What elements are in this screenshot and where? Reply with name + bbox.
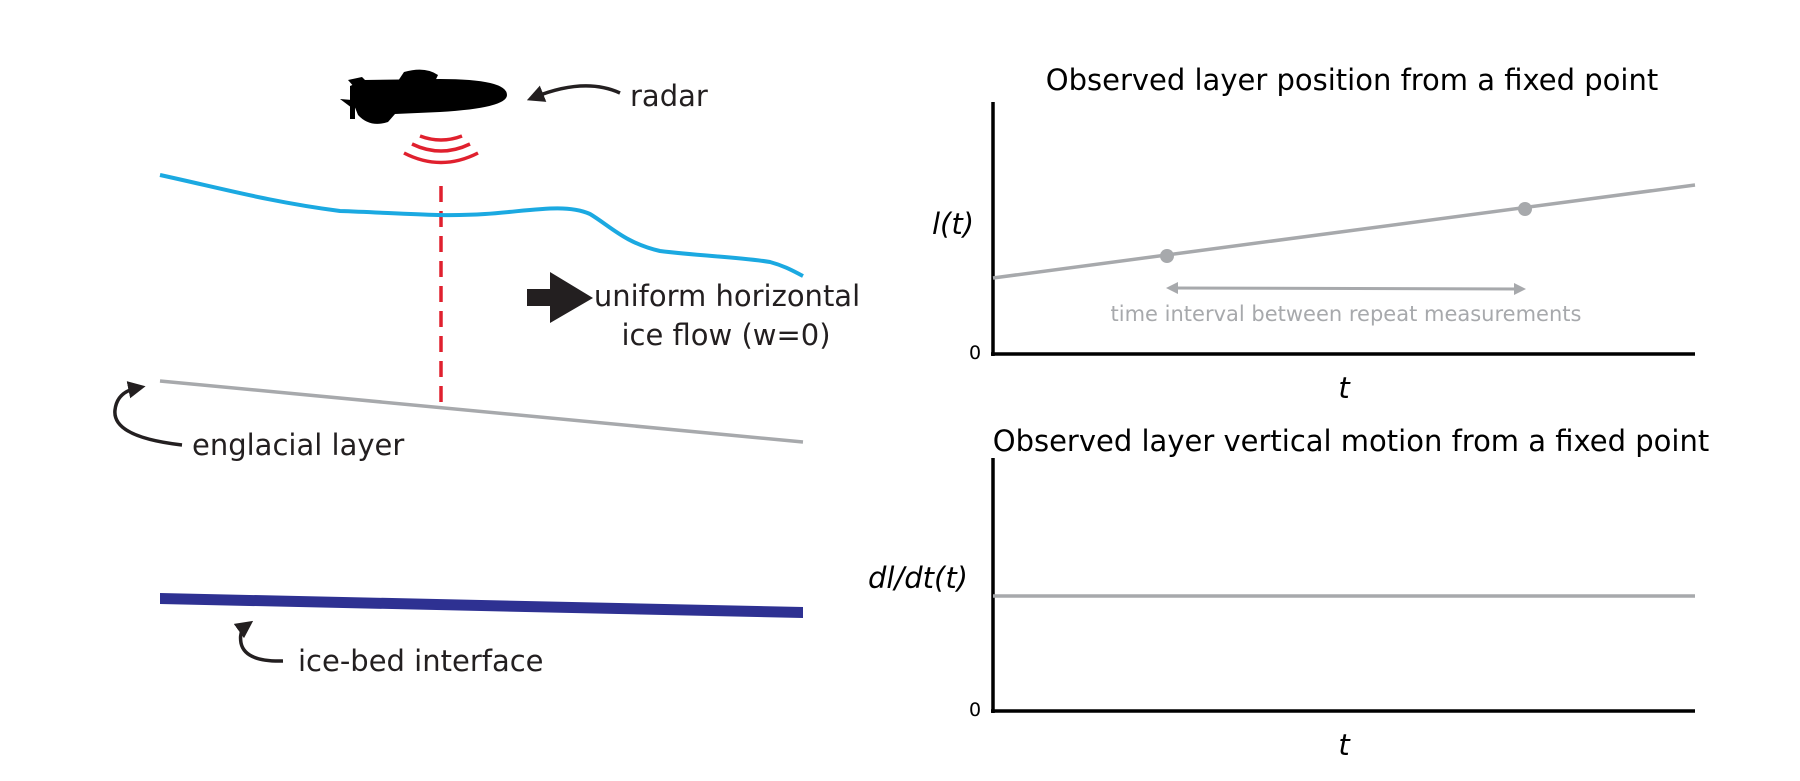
glacier-diagram: radar uniform horizontal ice flow (w=0) … — [113, 69, 860, 678]
chart1-y-origin: 0 — [969, 342, 981, 364]
chart1-measurement-point-1 — [1160, 249, 1174, 263]
englacial-layer-label: englacial layer — [192, 428, 404, 462]
ice-bed-label: ice-bed interface — [298, 644, 544, 678]
chart1-y-label: l(t) — [932, 207, 974, 241]
flow-arrow-icon — [527, 272, 593, 323]
ice-bed-line — [160, 593, 803, 618]
radar-label: radar — [630, 79, 708, 113]
chart1-x-label: t — [1338, 371, 1351, 405]
radar-pointer-arrow — [526, 84, 621, 102]
chart1-interval-arrow — [1166, 282, 1526, 295]
chart2-x-label: t — [1338, 728, 1351, 762]
chart1-measurement-point-2 — [1518, 202, 1532, 216]
chart2-y-origin: 0 — [969, 699, 981, 721]
ice-surface-line — [159, 173, 804, 278]
chart1-series-line — [992, 183, 1696, 280]
radar-waves-icon — [403, 134, 479, 165]
chart2-title: Observed layer vertical motion from a fi… — [993, 424, 1709, 458]
chart2-y-label: dl/dt(t) — [868, 561, 968, 595]
chart1-interval-annotation: time interval between repeat measurement… — [1111, 302, 1582, 326]
flow-label-line2: ice flow (w=0) — [621, 318, 830, 352]
chart-layer-vertical-motion: Observed layer vertical motion from a fi… — [868, 424, 1709, 762]
englacial-pointer-arrow — [113, 381, 183, 447]
ice-bed-pointer-arrow — [233, 620, 284, 663]
englacial-layer-line — [159, 379, 804, 444]
chart-layer-position: Observed layer position from a fixed poi… — [932, 63, 1696, 405]
airplane-icon — [340, 69, 507, 124]
chart1-title: Observed layer position from a fixed poi… — [1046, 63, 1658, 97]
flow-label-line1: uniform horizontal — [594, 279, 860, 313]
